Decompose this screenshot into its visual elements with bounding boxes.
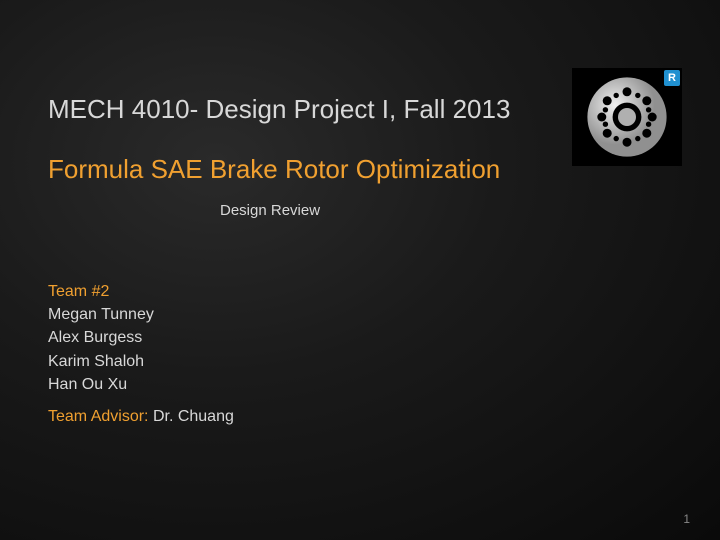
team-member: Megan Tunney bbox=[48, 303, 154, 326]
brake-rotor-icon bbox=[582, 72, 672, 162]
page-number: 1 bbox=[683, 512, 690, 526]
advisor-label: Team Advisor: bbox=[48, 408, 148, 425]
course-title: MECH 4010- Design Project I, Fall 2013 bbox=[48, 94, 510, 125]
team-member: Karim Shaloh bbox=[48, 350, 154, 373]
advisor-name: Dr. Chuang bbox=[153, 408, 234, 425]
corner-badge: R bbox=[664, 70, 680, 86]
team-label: Team #2 bbox=[48, 280, 154, 303]
team-member: Han Ou Xu bbox=[48, 373, 154, 396]
advisor-block: Team Advisor: Dr. Chuang bbox=[48, 408, 234, 426]
team-member: Alex Burgess bbox=[48, 326, 154, 349]
project-title: Formula SAE Brake Rotor Optimization bbox=[48, 154, 500, 185]
team-block: Team #2 Megan Tunney Alex Burgess Karim … bbox=[48, 280, 154, 396]
subtitle: Design Review bbox=[220, 202, 320, 219]
